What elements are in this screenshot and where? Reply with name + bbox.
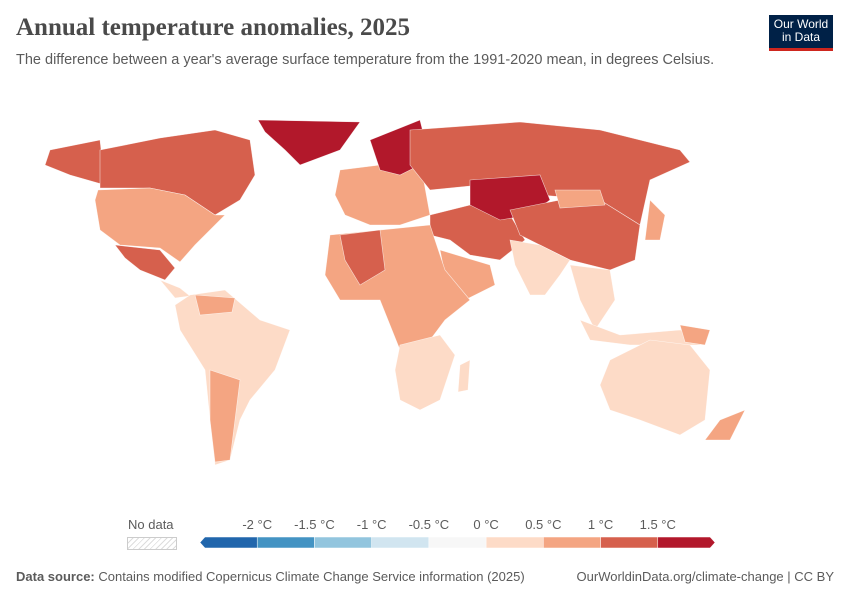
country-central-america[interactable] — [159, 279, 191, 299]
no-data-swatch — [127, 537, 177, 550]
country-japan[interactable] — [644, 199, 666, 241]
owid-logo[interactable]: Our World in Data — [769, 15, 833, 51]
region-southeast-asia[interactable] — [569, 264, 616, 331]
country-papua-new-guinea[interactable] — [679, 324, 711, 346]
color-legend: -2 °C -1.5 °C -1 °C -0.5 °C 0 °C 0.5 °C 1 °C 1.… — [199, 517, 716, 549]
legend-tick-label: -2 °C — [242, 517, 272, 532]
legend-tick-label: -1 °C — [357, 517, 387, 532]
chart-subtitle: The difference between a year's average … — [16, 52, 715, 68]
legend-bin[interactable] — [428, 536, 487, 549]
source-label: Data source: — [16, 569, 95, 584]
country-usa[interactable] — [94, 187, 226, 263]
logo-line1: Our World — [773, 17, 829, 31]
legend-tick-label: 1.5 °C — [640, 517, 676, 532]
legend-bin[interactable] — [543, 536, 601, 549]
legend-tick-label: 1 °C — [588, 517, 613, 532]
legend-tick-label: -1.5 °C — [294, 517, 335, 532]
country-greenland[interactable] — [257, 119, 361, 166]
country-alaska[interactable] — [44, 139, 106, 186]
country-australia[interactable] — [599, 339, 711, 436]
country-mongolia[interactable] — [554, 189, 606, 209]
country-india[interactable] — [509, 239, 571, 296]
legend-bin[interactable] — [657, 536, 716, 549]
legend-bin[interactable] — [199, 536, 258, 549]
country-madagascar[interactable] — [457, 359, 471, 393]
source-link[interactable]: OurWorldinData.org/climate-change | CC B… — [576, 569, 834, 584]
legend-bin[interactable] — [371, 536, 430, 549]
country-argentina[interactable] — [209, 369, 241, 463]
no-data-label: No data — [128, 517, 174, 532]
legend-bin[interactable] — [600, 536, 659, 549]
legend-tick-label: 0 °C — [473, 517, 498, 532]
logo-line2: in Data — [781, 30, 821, 44]
legend-bin[interactable] — [485, 536, 544, 549]
legend-bin[interactable] — [256, 536, 315, 549]
country-canada[interactable] — [99, 129, 256, 216]
region-southern-africa[interactable] — [394, 334, 456, 411]
country-venezuela[interactable] — [194, 294, 236, 316]
legend-tick-label: 0.5 °C — [525, 517, 561, 532]
country-algeria[interactable] — [339, 229, 386, 286]
world-map — [44, 119, 746, 466]
legend-bin[interactable] — [314, 536, 372, 549]
data-source: Data source: Contains modified Copernicu… — [16, 569, 525, 584]
source-text: Contains modified Copernicus Climate Cha… — [94, 569, 525, 584]
legend-tick-label: -0.5 °C — [409, 517, 450, 532]
country-mexico[interactable] — [114, 244, 176, 281]
country-new-zealand[interactable] — [704, 409, 746, 441]
chart-title: Annual temperature anomalies, 2025 — [16, 14, 410, 41]
